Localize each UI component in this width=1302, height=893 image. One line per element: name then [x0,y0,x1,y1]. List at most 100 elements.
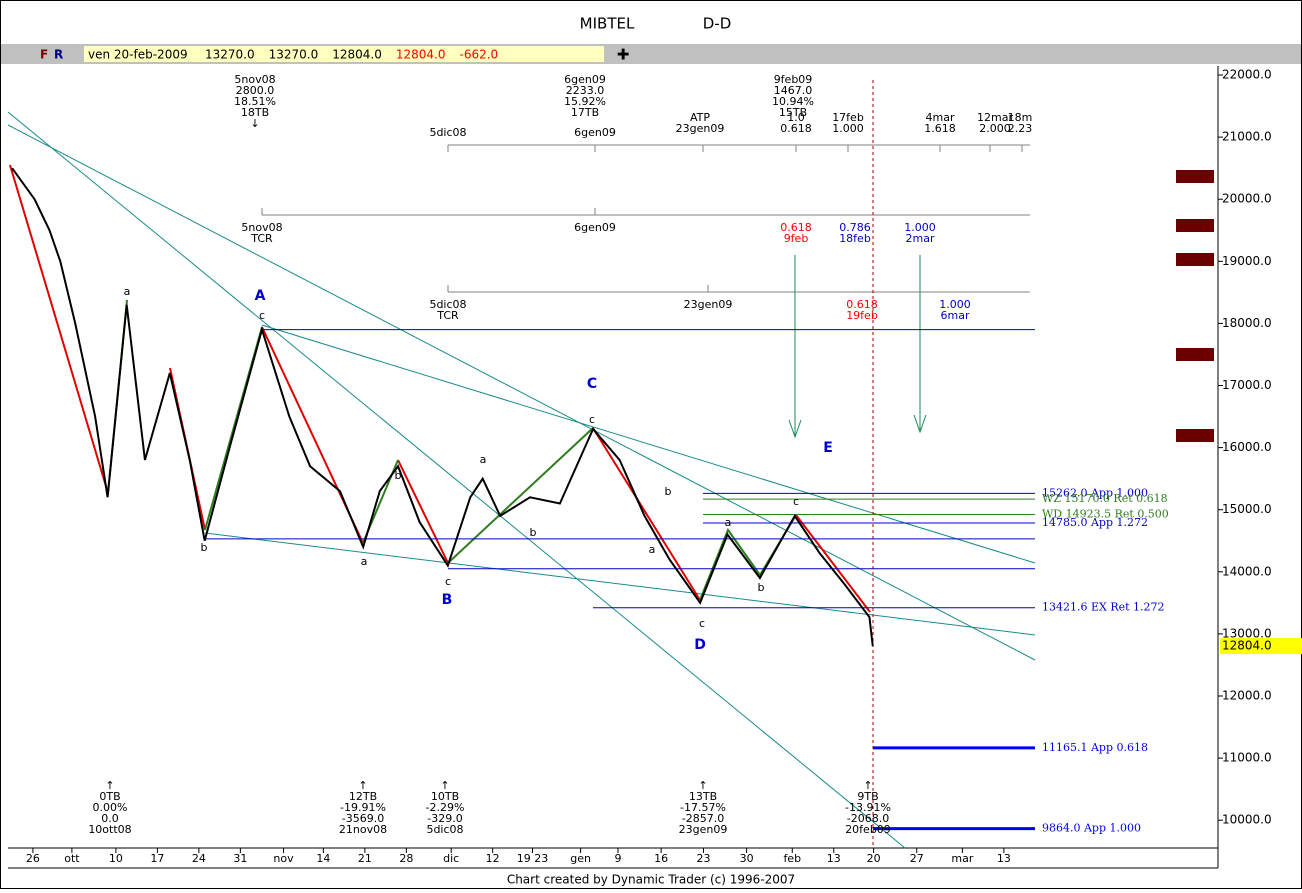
level-label: WD 14923.5 Ret 0.500 [1042,507,1169,520]
x-tick-label: 10 [109,852,123,865]
annotation: 5dic08 [429,298,466,311]
y-tick-label: 14000.0 [1222,564,1272,578]
annotation: 9feb09 [774,73,813,86]
level-label: 15262.0 App 1.000 [1042,486,1148,499]
wave-label: a [725,516,732,529]
x-tick-label: ott [64,852,80,865]
y-tick-label: 17000.0 [1222,378,1272,392]
annotation: 2233.0 [566,84,605,97]
chart-subtitle: D-D [703,15,732,33]
wave-label: A [255,288,266,304]
annotation: 9TB [857,790,878,803]
wave-label: b [665,485,672,498]
annotation: 0.618 [780,122,812,135]
annotation: 5nov08 [241,221,282,234]
level-label: 9864.0 App 1.000 [1042,822,1141,835]
annotation: 5dic08 [426,823,463,836]
wave-label: a [361,555,368,568]
y-tick-label: 10000.0 [1222,813,1272,827]
annotation: -17.57% [680,801,726,814]
wave-label: a [480,453,487,466]
x-tick-label: feb [783,852,801,865]
quote-field: 13270.0 [269,48,319,62]
x-tick-label: nov [273,852,294,865]
annotation: ↑ [105,779,114,792]
wave-label: B [442,592,453,608]
y-tick-label: 19000.0 [1222,254,1272,268]
crosshair-icon[interactable]: ✚ [617,46,630,64]
x-tick-label: 17 [150,852,164,865]
wave-label: a [649,543,656,556]
annotation: TCR [436,309,459,322]
annotation: -329.0 [427,812,462,825]
annotation: 1.618 [924,122,956,135]
x-tick-label: 26 [26,852,40,865]
annotation: 9feb [784,232,809,245]
annotation: 4mar [926,111,955,124]
annotation: 1467.0 [774,84,813,97]
annotation: 18.51% [234,95,276,108]
y-tick-label: 20000.0 [1222,192,1272,206]
annotation: ↑ [440,779,449,792]
x-tick-label: 19 23 [517,852,549,865]
toolbar-button[interactable]: R [54,48,63,62]
annotation: 1.000 [832,122,864,135]
wave-label: b [530,526,537,539]
annotation: ↑ [863,779,872,792]
y-tick-label: 16000.0 [1222,440,1272,454]
x-tick-label: 24 [192,852,206,865]
annotation: 17feb [832,111,864,124]
x-tick-label: 31 [233,852,247,865]
annotation: ↓ [250,117,259,130]
annotation: 0.00% [93,801,128,814]
annotation: -13.91% [845,801,891,814]
wave-label: c [589,413,595,426]
annotation: -2857.0 [682,812,724,825]
level-label: 13421.6 EX Ret 1.272 [1042,601,1165,614]
wave-label: c [445,575,451,588]
wave-label: b [758,581,765,594]
x-tick-label: 12 [486,852,500,865]
annotation: 23gen09 [684,298,733,311]
x-tick-label: 30 [740,852,754,865]
x-tick-label: mar [951,852,973,865]
annotation: 18m [1008,111,1033,124]
annotation: 10TB [431,790,459,803]
x-tick-label: 14 [316,852,330,865]
annotation: 21nov08 [339,823,387,836]
wave-label: b [201,541,208,554]
annotation: 2.23 [1008,122,1033,135]
wave-label: c [793,495,799,508]
annotation: -2068.0 [847,812,889,825]
annotation: 6mar [941,309,970,322]
annotation: 20feb09 [845,823,891,836]
wave-label: b [395,469,402,482]
annotation: 18feb [839,232,871,245]
annotation: 1.000 [939,298,971,311]
annotation: 2mar [906,232,935,245]
wave-label: D [694,637,706,653]
quote-field: 13270.0 [205,48,255,62]
wave-label: C [587,376,597,392]
quote-field: 12804.0 [332,48,382,62]
annotation: 0TB [99,790,120,803]
quote-field: -662.0 [460,48,499,62]
y-tick-label: 13000.0 [1222,626,1272,640]
quote-field: 12804.0 [396,48,446,62]
level-label: WZ 15170.0 Ret 0.618 [1042,492,1168,505]
toolbar-button[interactable]: F [40,48,48,62]
x-tick-label: 9 [614,852,621,865]
target-arrows [788,255,927,439]
annotation: -19.91% [340,801,386,814]
annotation: ATP [690,111,710,124]
annotation: 12TB [349,790,377,803]
x-tick-label: 13 [827,852,841,865]
annotation: 1.000 [904,221,936,234]
x-tick-label: 23 [696,852,710,865]
price-line [11,167,874,647]
annotation: 12mar [977,111,1013,124]
annotation: 1.0 [787,111,805,124]
y-tick-label: 21000.0 [1222,130,1272,144]
